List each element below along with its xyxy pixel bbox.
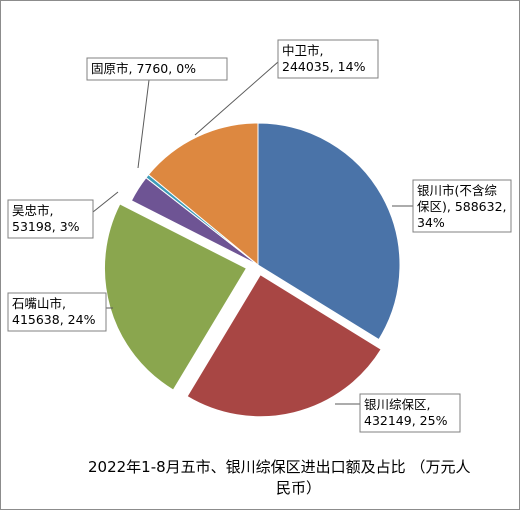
data-label-text: 中卫市, xyxy=(282,43,323,58)
chart-title-line: 民币） xyxy=(276,479,321,497)
data-label-text: 吴忠市, xyxy=(12,203,53,218)
pie-slice xyxy=(103,203,248,391)
data-label: 中卫市,244035, 14% xyxy=(277,39,379,79)
label-box xyxy=(412,179,512,233)
data-label: 银川综保区,432149, 25% xyxy=(359,393,461,433)
slices xyxy=(103,122,401,418)
data-label-text: 银川综保区, xyxy=(364,397,430,412)
label-box xyxy=(359,393,461,433)
label-box xyxy=(277,39,379,79)
data-label-text: 固原市, 7760, 0% xyxy=(91,61,196,76)
data-label-text: 34% xyxy=(417,215,445,230)
label-box xyxy=(7,292,107,332)
chart-title-line: 2022年1-8月五市、银川综保区进出口额及占比 （万元人 xyxy=(88,458,470,476)
data-label: 固原市, 7760, 0% xyxy=(86,57,228,81)
pie-slice xyxy=(186,274,382,418)
label-box xyxy=(86,57,228,81)
data-label: 吴忠市,53198, 3% xyxy=(7,199,94,239)
leader-line xyxy=(137,79,150,169)
data-label-text: 244035, 14% xyxy=(282,59,366,74)
data-label-text: 415638, 24% xyxy=(12,312,96,327)
pie-slice xyxy=(257,122,401,341)
data-label-text: 432149, 25% xyxy=(364,413,448,428)
data-label-text: 保区), 588632, xyxy=(417,199,507,214)
label-box xyxy=(7,199,94,239)
pie-slice xyxy=(147,122,259,267)
data-label-text: 银川市(不含综 xyxy=(417,183,497,198)
leader-line xyxy=(194,61,279,136)
leader-line xyxy=(92,191,119,213)
data-label-text: 石嘴山市, xyxy=(12,296,66,311)
data-label: 石嘴山市,415638, 24% xyxy=(7,292,107,332)
data-label-text: 53198, 3% xyxy=(12,219,80,234)
